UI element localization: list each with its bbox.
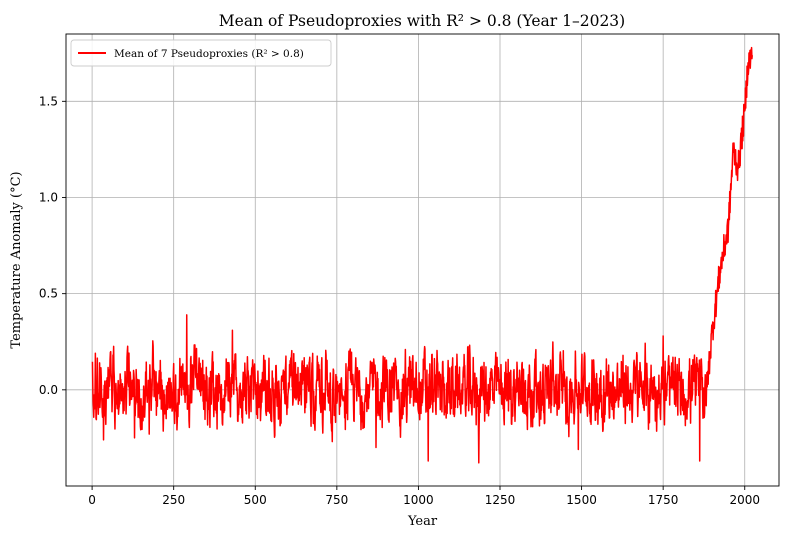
legend-box <box>70 39 332 67</box>
x-tick-label: 750 <box>325 493 348 507</box>
x-tick-label: 1500 <box>566 493 597 507</box>
series-line-mean-pseudoproxies <box>91 46 753 464</box>
y-tick-label: 1.5 <box>39 94 58 108</box>
x-tick-label: 500 <box>244 493 267 507</box>
grid-lines <box>66 34 779 486</box>
plot-frame <box>65 33 780 487</box>
legend: Mean of 7 Pseudoproxies (R² > 0.8) <box>70 39 332 67</box>
chart-title: Mean of Pseudoproxies with R² > 0.8 (Yea… <box>219 12 625 30</box>
x-axis: 0 250 500 750 1000 1250 1500 1750 2000 <box>88 486 760 507</box>
x-tick-label: 0 <box>88 493 96 507</box>
plot-area <box>91 46 753 464</box>
x-tick-label: 2000 <box>729 493 760 507</box>
y-axis-label: Temperature Anomaly (°C) <box>9 171 24 348</box>
x-tick-label: 250 <box>162 493 185 507</box>
x-tick-label: 1250 <box>485 493 516 507</box>
x-axis-label: Year <box>407 514 438 529</box>
y-axis: 0.0 0.5 1.0 1.5 <box>39 94 66 397</box>
x-tick-label: 1000 <box>403 493 434 507</box>
x-tick-label: 1750 <box>648 493 679 507</box>
y-tick-label: 0.5 <box>39 287 58 301</box>
y-tick-label: 1.0 <box>39 190 58 204</box>
legend-label: Mean of 7 Pseudoproxies (R² > 0.8) <box>114 48 304 60</box>
y-tick-label: 0.0 <box>39 383 58 397</box>
